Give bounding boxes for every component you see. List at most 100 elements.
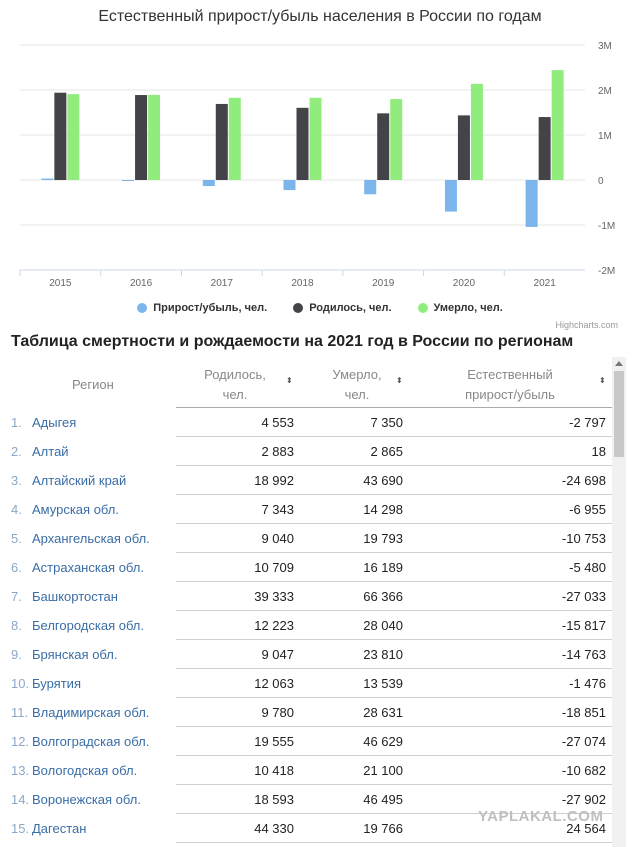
y-tick-label: -1M	[598, 221, 615, 232]
natural-cell: -1 476	[569, 676, 606, 691]
bar-0-2018	[283, 180, 296, 191]
bar-1-2018	[296, 107, 309, 180]
region-link[interactable]: Воронежская обл.	[32, 792, 141, 807]
born-cell: 2 883	[261, 444, 294, 459]
born-cell: 10 709	[254, 560, 294, 575]
legend-item-died[interactable]: Умерло, чел.	[417, 302, 503, 314]
table-row: 1. Адыгея 4 553 7 350 -2 797	[0, 408, 612, 437]
natural-cell: -27 902	[561, 792, 606, 807]
table-row: 8. Белгородская обл. 12 223 28 040 -15 817	[0, 611, 612, 640]
bar-2-2021	[551, 70, 564, 180]
natural-cell: -5 480	[569, 560, 606, 575]
born-cell: 4 553	[261, 415, 294, 430]
natural-cell: -15 817	[561, 618, 606, 633]
died-cell: 28 631	[363, 705, 403, 720]
row-number: 13.	[11, 763, 30, 778]
natural-cell: -10 753	[561, 531, 606, 546]
y-tick-label: 2M	[598, 86, 612, 97]
x-tick-label: 2015	[49, 278, 72, 289]
table-row: 5. Архангельская обл. 9 040 19 793 -10 753	[0, 524, 612, 553]
header-region[interactable]: Регион	[72, 377, 114, 392]
table-row: 14. Воронежская обл. 18 593 46 495 -27 902	[0, 785, 612, 814]
sort-born-icon[interactable]: ⬍	[286, 376, 293, 385]
table-row: 2. Алтай 2 883 2 865 18	[0, 437, 612, 466]
region-link[interactable]: Дагестан	[32, 821, 87, 836]
chart-credits[interactable]: Highcharts.com	[555, 320, 618, 330]
row-divider	[176, 784, 612, 785]
row-divider	[176, 726, 612, 727]
region-link[interactable]: Амурская обл.	[32, 502, 119, 517]
sort-died-icon[interactable]: ⬍	[396, 376, 403, 385]
bar-1-2016	[135, 95, 148, 180]
table-row: 4. Амурская обл. 7 343 14 298 -6 955	[0, 495, 612, 524]
region-link[interactable]: Владимирская обл.	[32, 705, 150, 720]
x-tick-label: 2020	[453, 278, 476, 289]
header-born[interactable]: Родилось, чел.	[200, 365, 270, 405]
legend-dot-natural	[137, 303, 148, 313]
x-tick-label: 2021	[534, 278, 557, 289]
bar-2-2018	[309, 97, 322, 180]
table-row: 9. Брянская обл. 9 047 23 810 -14 763	[0, 640, 612, 669]
region-link[interactable]: Алтай	[32, 444, 69, 459]
born-cell: 18 593	[254, 792, 294, 807]
region-link[interactable]: Астраханская обл.	[32, 560, 144, 575]
bar-1-2021	[538, 117, 551, 180]
header-born-line1: Родилось,	[204, 367, 266, 382]
bar-0-2017	[202, 180, 215, 187]
born-cell: 7 343	[261, 502, 294, 517]
row-number: 15.	[11, 821, 30, 836]
died-cell: 7 350	[370, 415, 403, 430]
y-tick-label: 3M	[598, 41, 612, 52]
bar-2-2020	[470, 83, 483, 180]
bar-2-2019	[390, 99, 403, 180]
row-divider	[176, 639, 612, 640]
natural-cell: -27 033	[561, 589, 606, 604]
region-link[interactable]: Волгоградская обл.	[32, 734, 150, 749]
legend-label-natural: Прирост/убыль, чел.	[153, 302, 268, 314]
region-link[interactable]: Бурятия	[32, 676, 81, 691]
region-link[interactable]: Вологодская обл.	[32, 763, 138, 778]
natural-cell: -18 851	[561, 705, 606, 720]
table-scrollbar[interactable]	[612, 357, 626, 847]
row-divider	[176, 813, 612, 814]
row-number: 12.	[11, 734, 30, 749]
born-cell: 9 047	[261, 647, 294, 662]
region-link[interactable]: Башкортостан	[32, 589, 118, 604]
natural-cell: -24 698	[561, 473, 606, 488]
legend-item-born[interactable]: Родилось, чел.	[293, 302, 392, 314]
x-tick-label: 2019	[372, 278, 395, 289]
scroll-up-arrow-icon[interactable]	[615, 361, 623, 366]
header-died[interactable]: Умерло, чел.	[322, 365, 392, 405]
bar-0-2021	[525, 180, 538, 227]
row-number: 11.	[11, 705, 29, 720]
x-tick-label: 2016	[130, 278, 153, 289]
legend-item-natural[interactable]: Прирост/убыль, чел.	[137, 302, 267, 314]
row-divider	[176, 581, 612, 582]
born-cell: 12 063	[254, 676, 294, 691]
bar-1-2017	[215, 103, 228, 180]
row-number: 6.	[11, 560, 22, 575]
natural-cell: -10 682	[561, 763, 606, 778]
died-cell: 43 690	[363, 473, 403, 488]
region-link[interactable]: Брянская обл.	[32, 647, 118, 662]
died-cell: 14 298	[363, 502, 403, 517]
died-cell: 16 189	[363, 560, 403, 575]
row-divider	[176, 552, 612, 553]
region-link[interactable]: Адыгея	[32, 415, 77, 430]
died-cell: 19 793	[363, 531, 403, 546]
bar-0-2016	[122, 180, 135, 181]
region-link[interactable]: Белгородская обл.	[32, 618, 145, 633]
sort-natural-icon[interactable]: ⬍	[599, 376, 606, 385]
region-link[interactable]: Алтайский край	[32, 473, 127, 488]
died-cell: 2 865	[370, 444, 403, 459]
header-natural[interactable]: Естественный прирост/убыль	[445, 365, 575, 405]
region-link[interactable]: Архангельская обл.	[32, 531, 150, 546]
chart-title: Естественный прирост/убыль населения в Р…	[98, 8, 542, 25]
header-died-line2: чел.	[344, 387, 370, 402]
born-cell: 12 223	[254, 618, 294, 633]
died-cell: 46 629	[363, 734, 403, 749]
bar-1-2020	[457, 115, 470, 180]
scroll-thumb[interactable]	[614, 371, 624, 457]
table-row: 15. Дагестан 44 330 19 766 24 564	[0, 814, 612, 843]
row-divider	[176, 465, 612, 466]
